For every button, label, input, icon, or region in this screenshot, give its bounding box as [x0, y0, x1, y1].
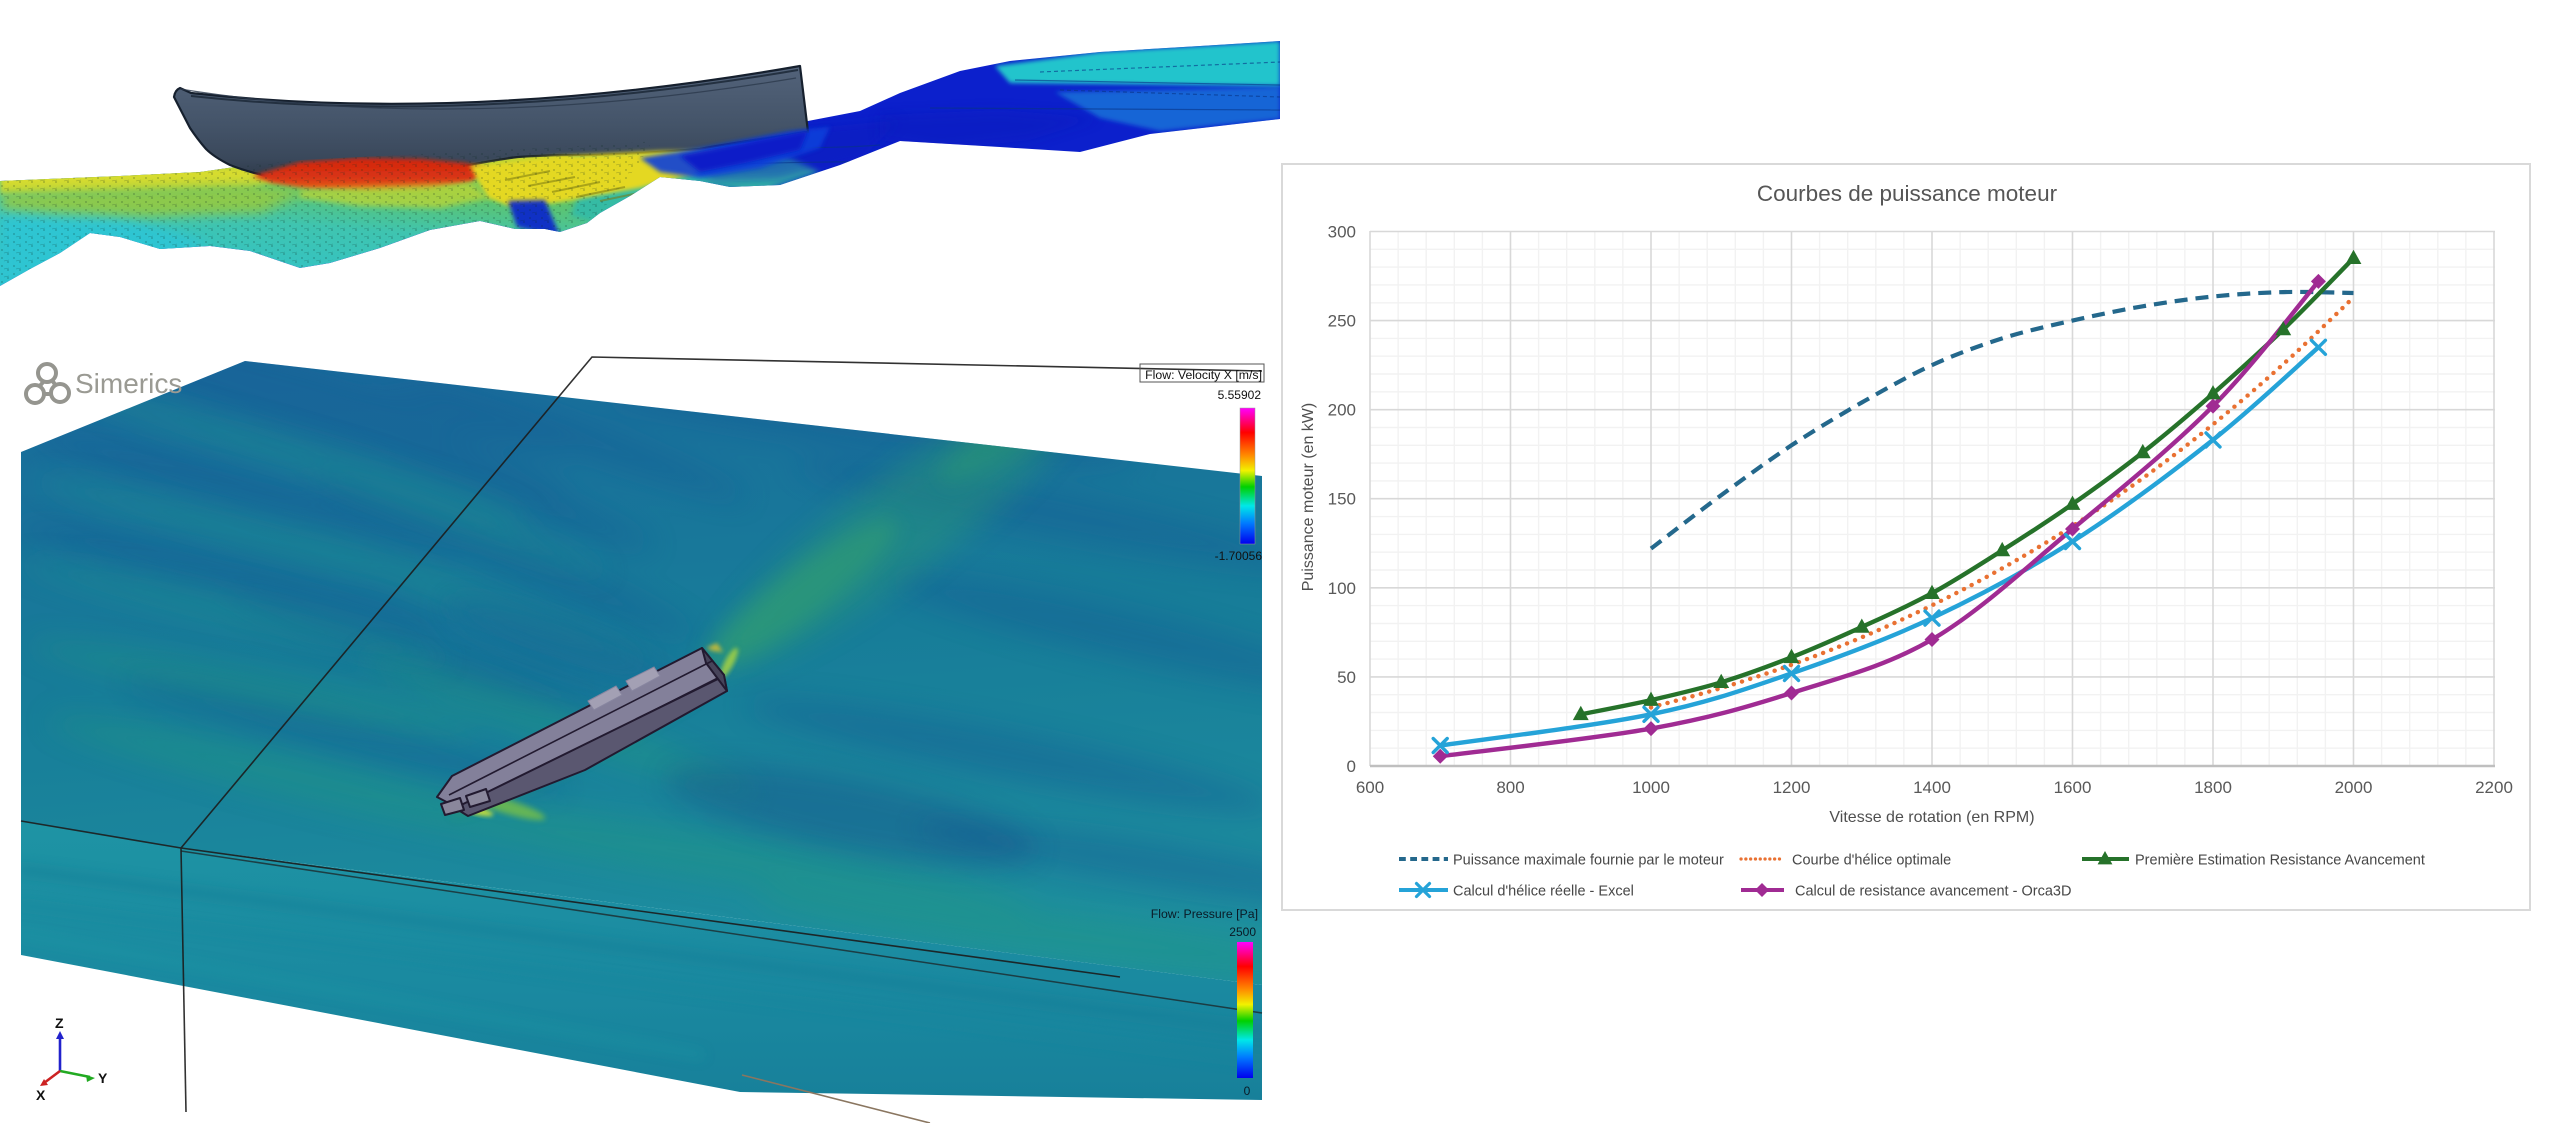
svg-text:600: 600	[1356, 778, 1384, 797]
svg-text:Courbe d'hélice optimale: Courbe d'hélice optimale	[1792, 853, 1951, 869]
svg-text:2000: 2000	[2335, 778, 2373, 797]
svg-text:0: 0	[1347, 757, 1356, 776]
svg-text:250: 250	[1328, 312, 1356, 331]
svg-text:-1.70056: -1.70056	[1215, 549, 1263, 563]
svg-text:Vitesse de rotation (en RPM): Vitesse de rotation (en RPM)	[1829, 809, 2034, 826]
svg-text:Puissance moteur (en kW): Puissance moteur (en kW)	[1300, 403, 1317, 592]
svg-text:2200: 2200	[2475, 778, 2513, 797]
svg-text:1600: 1600	[2054, 778, 2092, 797]
svg-text:Puissance maximale fournie par: Puissance maximale fournie par le moteur	[1453, 853, 1724, 869]
svg-text:1200: 1200	[1773, 778, 1811, 797]
svg-text:Simerics: Simerics	[75, 368, 182, 399]
svg-text:200: 200	[1328, 401, 1356, 420]
svg-text:1800: 1800	[2194, 778, 2232, 797]
svg-text:2500: 2500	[1229, 925, 1256, 939]
svg-text:1400: 1400	[1913, 778, 1951, 797]
svg-text:Première Estimation Resistance: Première Estimation Resistance Avancemen…	[2135, 853, 2425, 869]
svg-text:150: 150	[1328, 490, 1356, 509]
svg-text:Calcul d'hélice réelle - Excel: Calcul d'hélice réelle - Excel	[1453, 884, 1634, 900]
svg-text:100: 100	[1328, 579, 1356, 598]
svg-text:Y: Y	[98, 1070, 108, 1086]
svg-text:Z: Z	[55, 1015, 64, 1031]
svg-text:5.55902: 5.55902	[1218, 388, 1262, 402]
svg-text:800: 800	[1496, 778, 1524, 797]
svg-text:1000: 1000	[1632, 778, 1670, 797]
svg-text:Flow: Pressure [Pa]: Flow: Pressure [Pa]	[1151, 907, 1258, 921]
svg-text:X: X	[36, 1087, 46, 1103]
svg-text:Courbes de puissance moteur: Courbes de puissance moteur	[1757, 181, 2058, 206]
svg-text:300: 300	[1328, 223, 1356, 242]
svg-text:0: 0	[1244, 1084, 1251, 1098]
svg-text:Flow: Velocity X [m/s]: Flow: Velocity X [m/s]	[1145, 368, 1262, 382]
svg-text:Calcul de resistance avancemen: Calcul de resistance avancement - Orca3D	[1795, 884, 2071, 900]
svg-text:50: 50	[1337, 668, 1356, 687]
